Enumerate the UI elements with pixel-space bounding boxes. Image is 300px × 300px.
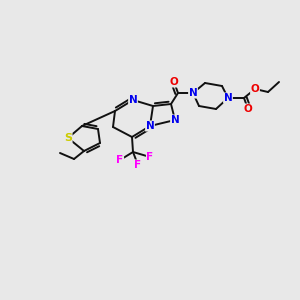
Text: N: N <box>224 93 232 103</box>
Text: S: S <box>64 133 72 143</box>
Text: F: F <box>146 152 154 162</box>
Text: O: O <box>250 84 260 94</box>
Text: N: N <box>189 88 197 98</box>
Text: F: F <box>116 155 124 165</box>
Text: N: N <box>129 95 137 105</box>
Text: N: N <box>171 115 179 125</box>
Text: F: F <box>134 160 142 170</box>
Text: N: N <box>146 121 154 131</box>
Text: O: O <box>169 77 178 87</box>
Text: O: O <box>244 104 252 114</box>
